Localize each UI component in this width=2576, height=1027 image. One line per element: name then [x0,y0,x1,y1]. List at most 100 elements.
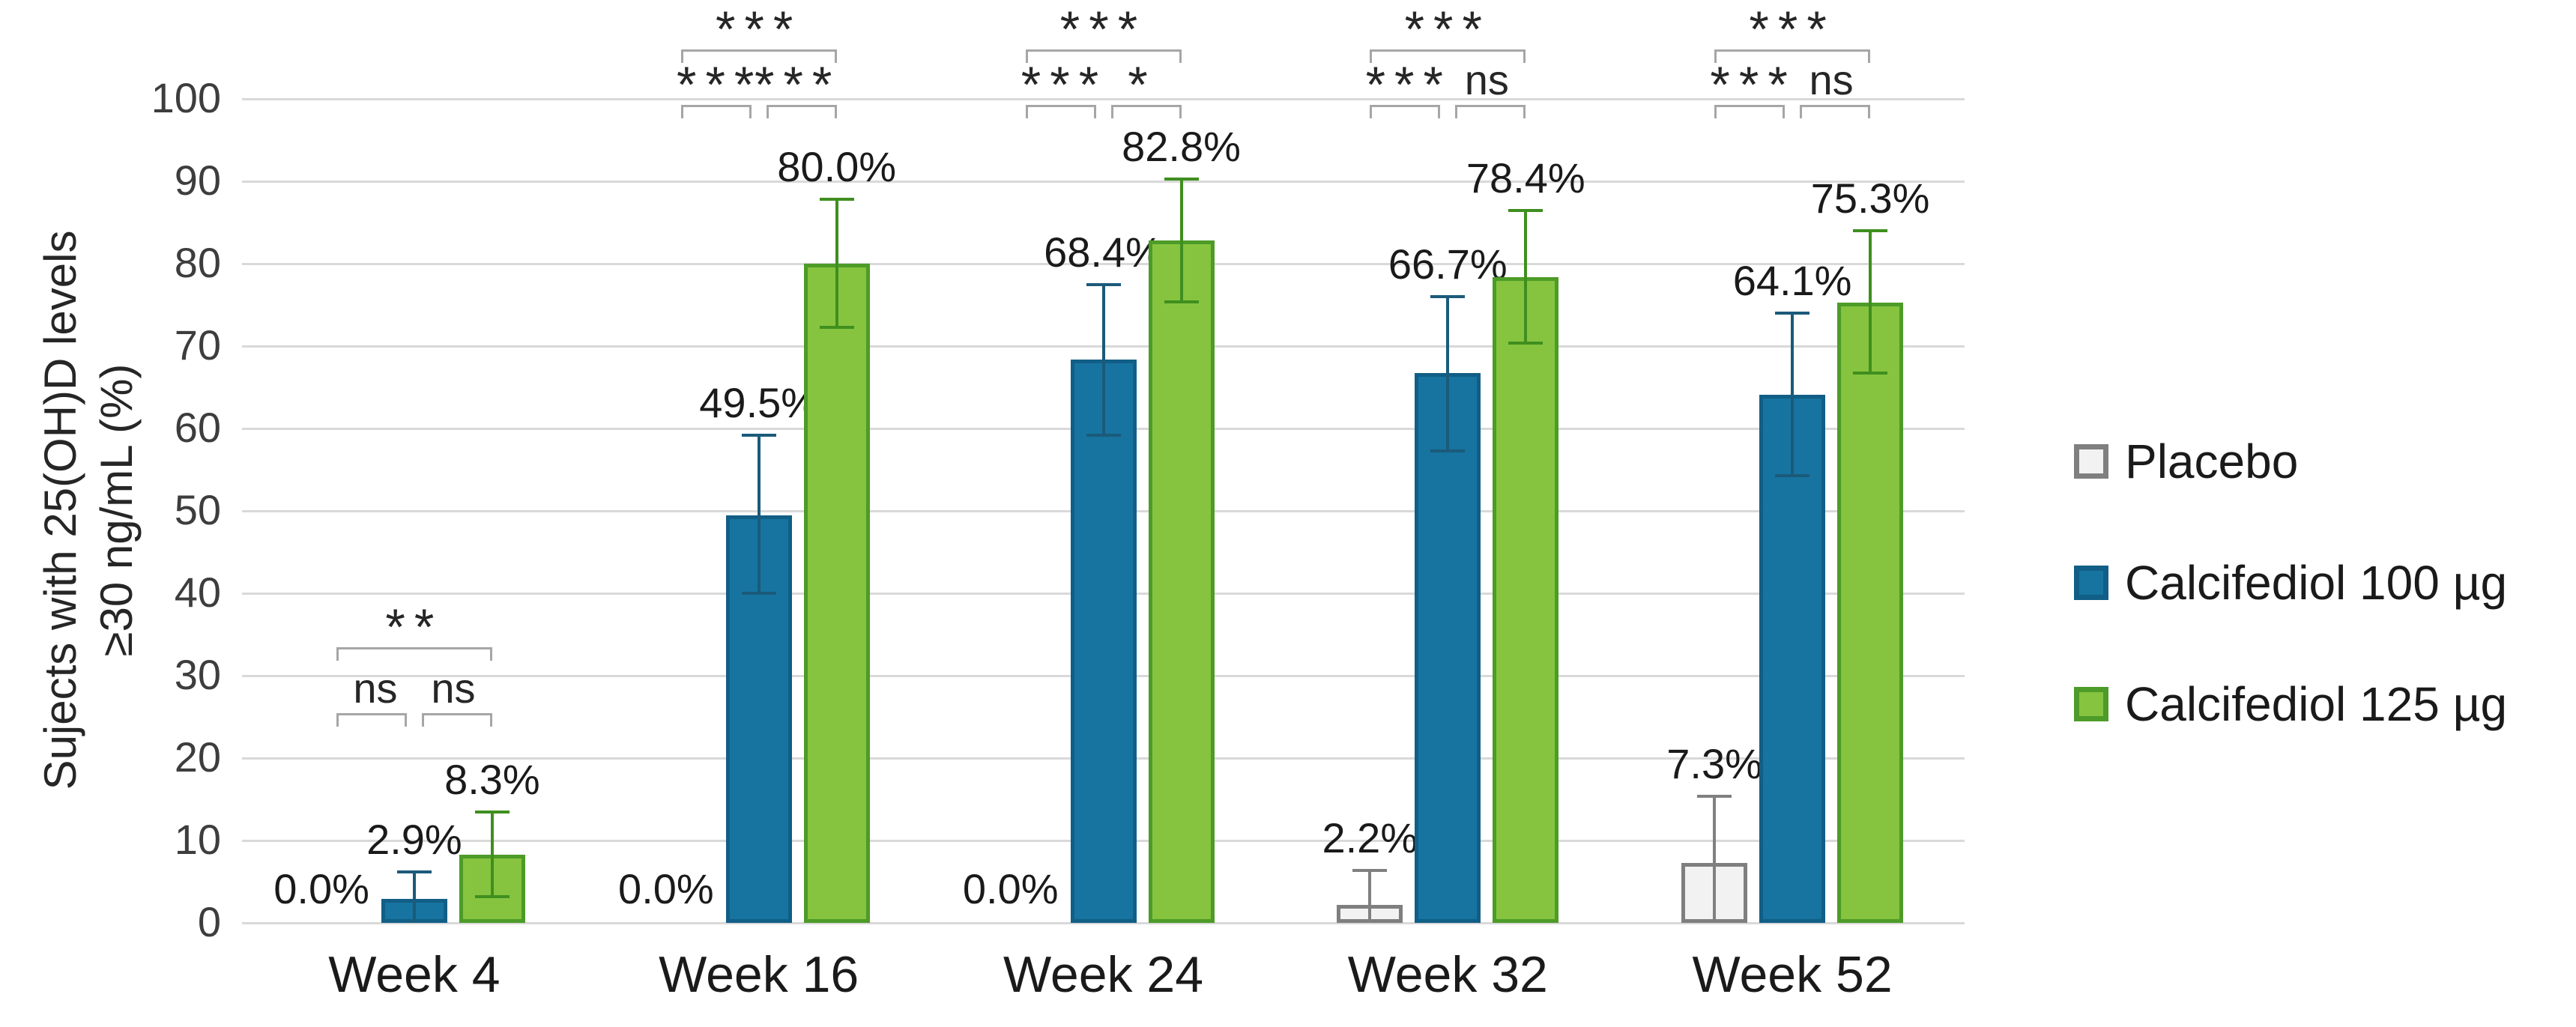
error-bar-top-cap-calcifediol-125-g-week-16 [819,198,854,202]
y-tick-label-60: 60 [174,404,221,451]
y-tick-label-0: 0 [197,898,221,945]
error-bar-placebo-week-32 [1368,870,1372,923]
error-bar-bottom-cap-calcifediol-100-g-week-32 [1430,449,1466,452]
value-label-calcifediol-100-g-week-32: 66.7% [1388,240,1508,288]
bar-calcifediol-125-g-week-16 [803,264,870,923]
error-bar-calcifediol-100-g-week-32 [1446,297,1450,451]
legend-label-calcifediol-125: Calcifediol 125 µg [2125,677,2508,731]
sig-right-label-week-24: * [1128,55,1157,113]
sig-right-label-week-4: ns [431,664,476,712]
sig-right-bracket-week-32 [1455,104,1526,118]
sig-right-bracket-week-16 [766,104,837,118]
sig-left-bracket-week-52 [1714,104,1786,118]
error-bar-bottom-cap-calcifediol-100-g-week-52 [1775,473,1810,477]
y-tick-label-90: 90 [174,157,221,204]
error-bar-top-cap-calcifediol-100-g-week-24 [1086,282,1121,286]
error-bar-calcifediol-100-g-week-16 [757,434,761,593]
error-bar-top-cap-calcifediol-100-g-week-4 [396,870,432,873]
legend: Placebo Calcifediol 100 µg Calcifediol 1… [2074,434,2508,799]
error-bar-top-cap-calcifediol-125-g-week-52 [1853,229,1888,232]
sig-right-label-week-32: ns [1464,55,1509,103]
legend-label-calcifediol-100: Calcifediol 100 µg [2125,556,2508,610]
y-tick-label-70: 70 [174,321,221,369]
error-bar-top-cap-placebo-week-32 [1352,868,1388,872]
sig-outer-bracket-week-32 [1370,49,1526,63]
legend-label-placebo: Placebo [2125,434,2299,488]
error-bar-calcifediol-125-g-week-32 [1524,210,1528,343]
sig-right-label-week-16: *** [754,55,841,113]
sig-left-bracket-week-4 [336,712,407,727]
error-bar-top-cap-calcifediol-100-g-week-32 [1430,295,1466,298]
error-bar-calcifediol-100-g-week-4 [412,871,416,923]
gridline-100 [242,97,1965,100]
value-label-calcifediol-100-g-week-16: 49.5% [699,378,819,426]
sig-outer-bracket-week-24 [1025,49,1182,63]
bar-calcifediol-125-g-week-24 [1148,240,1215,923]
value-label-placebo-week-16: 0.0% [618,865,714,912]
gridline-80 [242,262,1965,265]
error-bar-top-cap-calcifediol-125-g-week-32 [1508,208,1544,212]
y-tick-label-30: 30 [174,651,221,698]
bar-calcifediol-100-g-week-52 [1759,394,1826,923]
y-tick-label-100: 100 [151,74,221,121]
y-tick-label-40: 40 [174,569,221,616]
sig-outer-label-week-4: ** [385,598,444,655]
bar-calcifediol-125-g-week-52 [1837,302,1904,923]
sig-right-bracket-week-24 [1110,104,1182,118]
value-label-calcifediol-100-g-week-24: 68.4% [1044,228,1163,276]
error-bar-calcifediol-125-g-week-16 [835,199,838,327]
value-label-placebo-week-4: 0.0% [273,865,369,912]
legend-swatch-calcifediol-100 [2074,566,2108,600]
x-axis-label-week-4: Week 4 [328,946,501,1003]
error-bar-calcifediol-100-g-week-52 [1791,313,1795,476]
y-tick-label-50: 50 [174,486,221,533]
sig-left-bracket-week-16 [680,104,752,118]
sig-outer-bracket-week-16 [680,49,837,63]
legend-item-calcifediol-125: Calcifediol 125 µg [2074,677,2508,731]
error-bar-bottom-cap-calcifediol-100-g-week-24 [1086,433,1121,437]
error-bar-top-cap-calcifediol-125-g-week-24 [1164,177,1199,181]
sig-left-label-week-52: *** [1710,55,1797,113]
bar-calcifediol-100-g-week-32 [1415,373,1481,923]
sig-left-label-week-32: *** [1365,55,1452,113]
legend-swatch-calcifediol-125 [2074,687,2108,721]
error-bar-bottom-cap-calcifediol-125-g-week-24 [1164,300,1199,303]
x-axis-label-week-24: Week 24 [1003,946,1204,1003]
bar-calcifediol-100-g-week-24 [1070,359,1137,923]
sig-outer-label-week-24: *** [1059,1,1147,58]
sig-outer-bracket-week-4 [336,646,492,661]
y-tick-label-20: 20 [174,733,221,781]
legend-item-calcifediol-100: Calcifediol 100 µg [2074,556,2508,610]
error-bar-bottom-cap-calcifediol-100-g-week-16 [741,592,776,595]
error-bar-top-cap-calcifediol-125-g-week-4 [474,810,510,814]
sig-outer-label-week-32: *** [1404,1,1491,58]
error-bar-bottom-cap-calcifediol-125-g-week-16 [819,325,854,329]
value-label-calcifediol-125-g-week-4: 8.3% [444,755,540,803]
y-tick-label-10: 10 [174,816,221,863]
error-bar-calcifediol-125-g-week-24 [1179,178,1183,302]
value-label-calcifediol-125-g-week-24: 82.8% [1122,122,1241,170]
value-label-placebo-week-24: 0.0% [962,865,1059,912]
error-bar-calcifediol-125-g-week-52 [1869,231,1872,374]
error-bar-top-cap-placebo-week-52 [1697,794,1732,798]
sig-outer-label-week-52: *** [1749,1,1836,58]
sig-right-bracket-week-4 [421,712,492,727]
sig-left-label-week-16: *** [676,55,764,113]
x-axis-label-week-16: Week 16 [659,946,859,1003]
error-bar-placebo-week-52 [1713,796,1717,923]
gridline-90 [242,180,1965,183]
value-label-placebo-week-52: 7.3% [1666,739,1762,787]
bar-calcifediol-125-g-week-32 [1493,276,1559,923]
x-axis-label-week-52: Week 52 [1692,946,1893,1003]
y-tick-label-80: 80 [174,239,221,286]
value-label-placebo-week-32: 2.2% [1322,814,1418,861]
error-bar-bottom-cap-calcifediol-125-g-week-52 [1853,372,1888,375]
value-label-calcifediol-100-g-week-52: 64.1% [1732,257,1852,304]
error-bar-top-cap-calcifediol-100-g-week-16 [741,433,776,437]
sig-left-label-week-4: ns [353,664,398,712]
sig-outer-label-week-16: *** [715,1,802,58]
x-axis-label-week-32: Week 32 [1347,946,1548,1003]
value-label-calcifediol-125-g-week-16: 80.0% [777,143,897,191]
error-bar-calcifediol-100-g-week-24 [1101,284,1105,435]
